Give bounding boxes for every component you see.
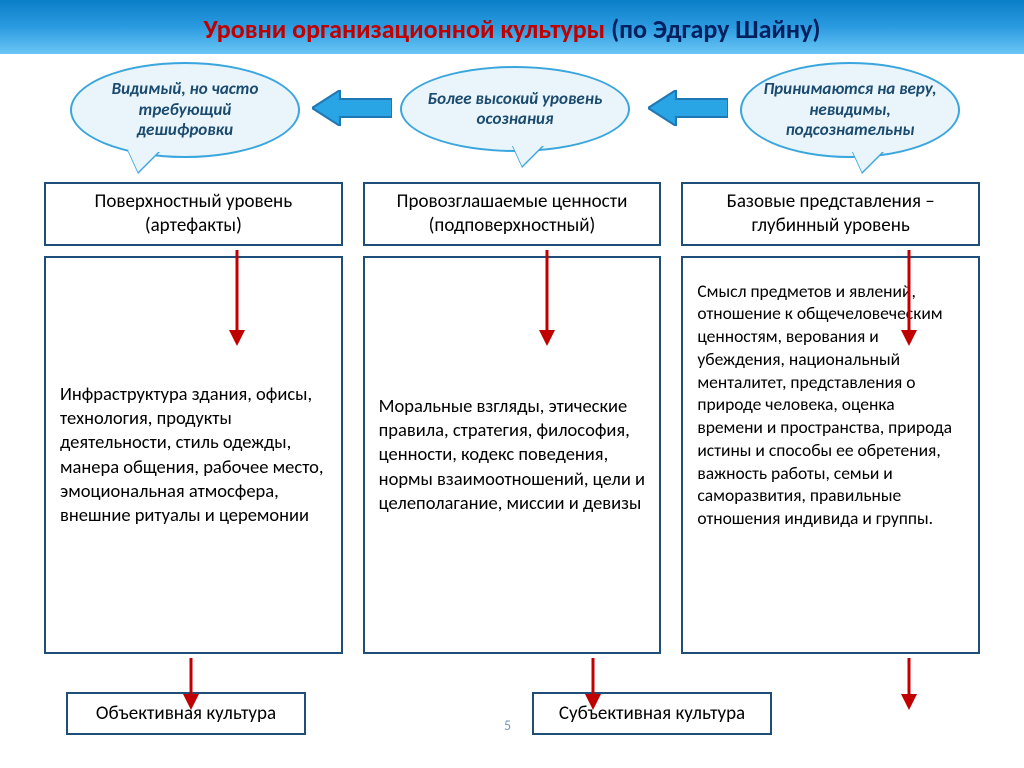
arrow-down-icon: [900, 658, 918, 710]
bubble-tail: [852, 150, 884, 172]
detail-text: Моральные взгляды, этические правила, ст…: [379, 394, 646, 514]
arrow-down-icon: [182, 658, 200, 710]
bubble-text: Видимый, но часто требующий дешифровки: [90, 79, 280, 140]
bubble-text: Более высокий уровень осознания: [420, 89, 610, 130]
culture-box-subjective: Субъективная культура: [532, 692, 772, 735]
page-title: Уровни организационной культуры (по Эдга…: [203, 13, 820, 45]
column-1: Поверхностный уровень (артефакты) Инфрас…: [44, 182, 343, 654]
detail-box-3: Смысл предметов и явлений, отношение к о…: [681, 256, 980, 654]
level-box-3: Базовые представления – глубинный уровен…: [681, 182, 980, 246]
speech-bubble-3: Принимаются на веру, невидимы, подсознат…: [740, 62, 960, 158]
bubbles-row: Видимый, но часто требующий дешифровки Б…: [0, 60, 1024, 180]
arrow-down-icon: [900, 250, 918, 346]
arrow-down-icon: [584, 658, 602, 710]
detail-box-2: Моральные взгляды, этические правила, ст…: [363, 256, 662, 654]
column-3: Базовые представления – глубинный уровен…: [681, 182, 980, 654]
title-part-red: Уровни организационной культуры: [203, 13, 605, 45]
detail-text: Смысл предметов и явлений, отношение к о…: [697, 280, 964, 530]
arrow-left-icon: [312, 90, 392, 126]
speech-bubble-2: Более высокий уровень осознания: [400, 66, 630, 152]
page-number: 5: [504, 717, 511, 734]
bottom-row: Объективная культура Субъективная культу…: [0, 692, 1024, 748]
level-box-2: Провозглашаемые ценности (подповерхностн…: [363, 182, 662, 246]
columns-container: Поверхностный уровень (артефакты) Инфрас…: [0, 182, 1024, 654]
speech-bubble-1: Видимый, но часто требующий дешифровки: [70, 62, 300, 158]
arrow-down-icon: [228, 250, 246, 346]
bubble-tail: [512, 144, 544, 166]
level-box-1: Поверхностный уровень (артефакты): [44, 182, 343, 246]
arrow-left-icon: [648, 90, 728, 126]
arrow-down-icon: [538, 250, 556, 346]
title-part-blue: (по Эдгару Шайну): [605, 13, 820, 45]
detail-box-1: Инфраструктура здания, офисы, технология…: [44, 256, 343, 654]
bubble-tail: [128, 150, 160, 172]
column-2: Провозглашаемые ценности (подповерхностн…: [363, 182, 662, 654]
bubble-text: Принимаются на веру, невидимы, подсознат…: [760, 79, 940, 140]
slide-header: Уровни организационной культуры (по Эдга…: [0, 0, 1024, 54]
detail-text: Инфраструктура здания, офисы, технология…: [60, 382, 327, 526]
